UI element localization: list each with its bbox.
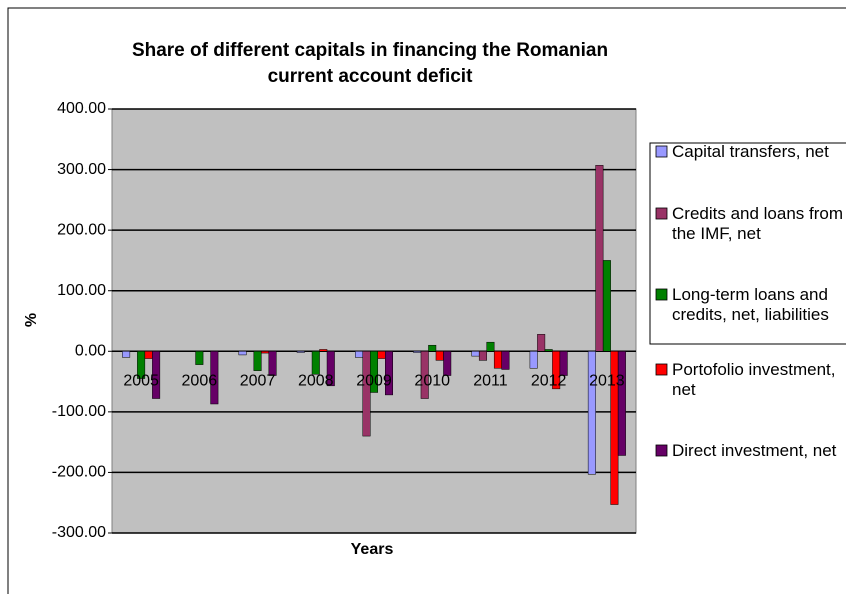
y-tick-label: 0.00 xyxy=(75,343,106,360)
legend-label: Direct investment, net xyxy=(672,441,837,460)
bar xyxy=(544,349,553,352)
bar xyxy=(137,351,146,379)
bar xyxy=(413,351,422,353)
legend-label: Capital transfers, net xyxy=(672,142,829,161)
legend-label: Portofolio investment, net xyxy=(672,360,836,399)
bar xyxy=(420,351,429,399)
bar xyxy=(493,351,502,369)
bar xyxy=(443,351,452,376)
bar xyxy=(319,349,328,352)
x-tick-label: 2010 xyxy=(414,373,450,390)
bar xyxy=(478,351,487,361)
x-tick-label: 2005 xyxy=(123,373,159,390)
bar xyxy=(144,351,153,359)
bar xyxy=(486,341,495,352)
bar xyxy=(268,351,277,376)
bar xyxy=(355,351,363,358)
plot-area xyxy=(111,108,637,534)
y-tick-label: 100.00 xyxy=(57,282,106,299)
bar xyxy=(210,351,219,405)
bar xyxy=(377,351,386,359)
y-tick-label: -300.00 xyxy=(52,524,106,541)
bar xyxy=(428,344,437,352)
chart-title: Share of different capitals in financing… xyxy=(131,40,609,87)
x-tick-label: 2013 xyxy=(589,373,625,390)
x-axis-label: Years xyxy=(351,541,394,558)
y-axis-label: % xyxy=(23,313,40,327)
legend-marker xyxy=(655,444,668,457)
bar xyxy=(195,351,204,365)
bar xyxy=(370,351,378,393)
bar xyxy=(238,351,247,356)
bar xyxy=(602,260,611,352)
y-tick-label: 200.00 xyxy=(57,221,106,238)
bar xyxy=(122,351,131,358)
y-tick-label: 300.00 xyxy=(57,161,106,178)
bar xyxy=(385,351,393,396)
bar xyxy=(471,351,480,357)
legend-marker xyxy=(655,288,668,301)
bar xyxy=(529,351,538,369)
legend-marker xyxy=(655,145,668,158)
x-tick-label: 2009 xyxy=(356,373,392,390)
x-tick-label: 2008 xyxy=(298,373,334,390)
bar xyxy=(595,165,604,352)
x-tick-label: 2006 xyxy=(182,373,218,390)
y-tick-label: -200.00 xyxy=(52,464,106,481)
y-tick-label: 400.00 xyxy=(57,100,106,117)
bar xyxy=(537,334,546,352)
bar xyxy=(152,351,161,399)
bar xyxy=(261,351,270,354)
legend-label: Long-term loans and credits, net, liabil… xyxy=(672,285,829,324)
bar xyxy=(311,351,320,375)
bar xyxy=(435,351,444,361)
bar xyxy=(587,351,596,475)
bar xyxy=(617,351,626,456)
x-tick-label: 2012 xyxy=(531,373,567,390)
legend-marker xyxy=(655,363,668,376)
x-tick-label: 2011 xyxy=(473,373,508,390)
y-tick-label: -100.00 xyxy=(52,403,106,420)
legend-label: Credits and loans from the IMF, net xyxy=(672,204,844,243)
x-tick-label: 2007 xyxy=(240,373,276,390)
legend-box xyxy=(649,142,846,345)
bar xyxy=(296,351,305,353)
bar xyxy=(253,351,262,371)
bar xyxy=(559,351,568,376)
bar xyxy=(362,351,371,437)
bar xyxy=(326,351,335,387)
legend-marker xyxy=(655,207,668,220)
bar xyxy=(501,351,510,370)
